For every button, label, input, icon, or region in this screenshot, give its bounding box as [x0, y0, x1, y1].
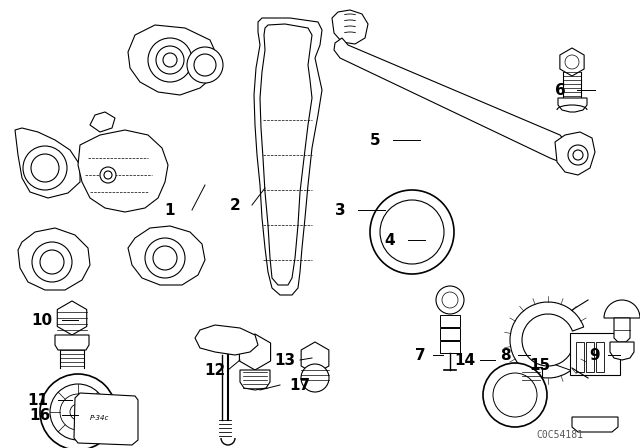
Circle shape [60, 394, 96, 430]
Circle shape [23, 146, 67, 190]
Circle shape [194, 54, 216, 76]
Bar [440, 328, 460, 340]
Circle shape [70, 404, 86, 420]
Polygon shape [555, 132, 595, 175]
Text: 16: 16 [29, 408, 51, 422]
Polygon shape [18, 228, 90, 290]
Circle shape [104, 171, 112, 179]
Circle shape [565, 55, 579, 69]
Polygon shape [90, 112, 115, 132]
Bar [440, 315, 460, 327]
Polygon shape [560, 48, 584, 76]
Circle shape [573, 150, 583, 160]
Polygon shape [128, 226, 205, 285]
Text: 5: 5 [370, 133, 380, 147]
Polygon shape [55, 335, 89, 350]
Text: C0C54181: C0C54181 [536, 430, 584, 440]
Circle shape [40, 374, 116, 448]
Polygon shape [610, 342, 634, 360]
Polygon shape [254, 18, 322, 295]
Circle shape [50, 384, 106, 440]
Wedge shape [510, 302, 584, 378]
Text: 3: 3 [335, 202, 346, 217]
Wedge shape [604, 300, 640, 318]
Circle shape [32, 242, 72, 282]
Polygon shape [74, 393, 138, 445]
Circle shape [156, 46, 184, 74]
Circle shape [40, 250, 64, 274]
Circle shape [153, 246, 177, 270]
Circle shape [187, 47, 223, 83]
Text: 8: 8 [500, 348, 510, 362]
Polygon shape [15, 128, 80, 198]
Circle shape [442, 292, 458, 308]
Polygon shape [195, 325, 258, 355]
Circle shape [483, 363, 547, 427]
Circle shape [148, 38, 192, 82]
Text: 6: 6 [555, 82, 565, 98]
Circle shape [31, 154, 59, 182]
Bar [440, 341, 460, 353]
Bar [596, 342, 604, 372]
Circle shape [100, 167, 116, 183]
Polygon shape [239, 334, 271, 370]
Circle shape [301, 364, 329, 392]
Text: 9: 9 [589, 348, 600, 362]
Polygon shape [260, 24, 312, 285]
Polygon shape [332, 10, 368, 44]
Polygon shape [128, 25, 218, 95]
Bar [576, 342, 584, 372]
Text: 15: 15 [529, 358, 550, 372]
Polygon shape [57, 301, 87, 335]
Text: 7: 7 [415, 348, 426, 362]
Polygon shape [614, 318, 630, 342]
Text: 4: 4 [385, 233, 396, 247]
Bar [586, 342, 594, 372]
Text: 11: 11 [28, 392, 49, 408]
Text: 2: 2 [230, 198, 241, 212]
Circle shape [380, 200, 444, 264]
Text: 17: 17 [289, 378, 310, 392]
Text: 12: 12 [204, 362, 226, 378]
Bar [570, 333, 620, 375]
Circle shape [493, 373, 537, 417]
Circle shape [145, 238, 185, 278]
Circle shape [436, 286, 464, 314]
Polygon shape [572, 417, 618, 432]
Text: 13: 13 [275, 353, 296, 367]
Text: 1: 1 [164, 202, 175, 217]
Polygon shape [78, 130, 168, 212]
Circle shape [163, 53, 177, 67]
Polygon shape [240, 370, 270, 390]
Circle shape [568, 145, 588, 165]
Polygon shape [558, 98, 587, 112]
Polygon shape [334, 38, 568, 162]
Text: 10: 10 [31, 313, 52, 327]
Polygon shape [301, 342, 329, 374]
Text: 14: 14 [454, 353, 476, 367]
Text: P·34c: P·34c [90, 415, 109, 421]
Circle shape [370, 190, 454, 274]
Bar [520, 367, 542, 385]
